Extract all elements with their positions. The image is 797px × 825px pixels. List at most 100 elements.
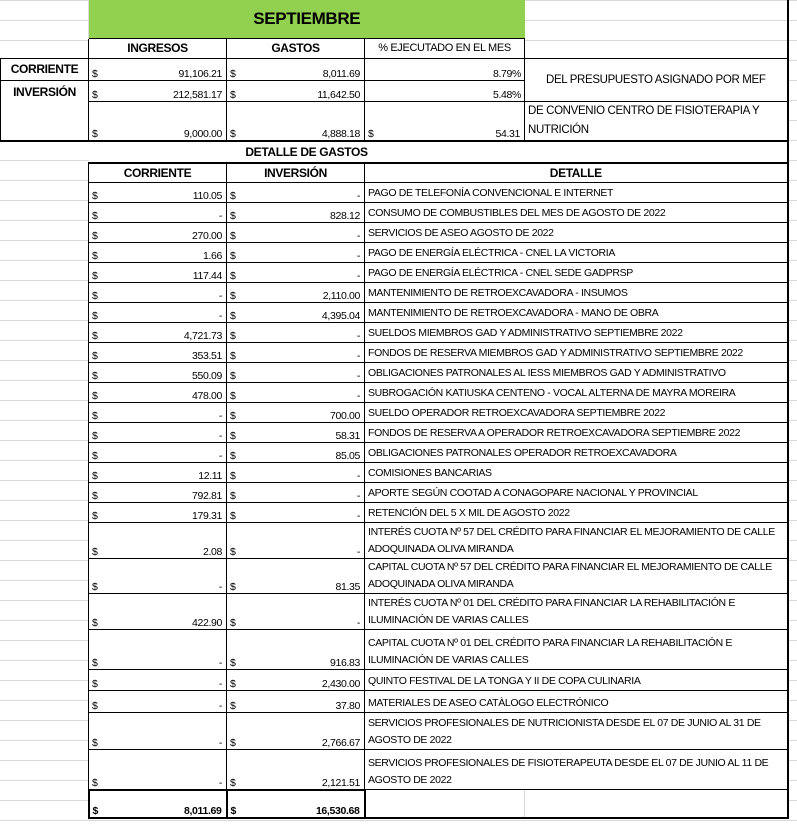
detail-description: SUELDOS MIEMBROS GAD Y ADMINISTRATIVO SE… — [364, 322, 789, 343]
detail-description: PAGO DE ENERGÍA ELÉCTRICA - CNEL SEDE GA… — [364, 262, 789, 283]
money-value: $ - — [230, 510, 361, 522]
row-label-corriente: CORRIENTE — [0, 57, 89, 81]
money-value: $ - — [230, 250, 361, 262]
detail-inversion: $ - — [226, 322, 365, 343]
amount: 58.31 — [335, 430, 360, 442]
inversion-ingresos: $212,581.17 — [88, 79, 227, 102]
currency-symbol: $ — [92, 230, 98, 242]
currency-symbol: $ — [92, 127, 98, 140]
money-value: $ - — [230, 190, 361, 202]
detail-inversion: $ - — [226, 222, 365, 243]
currency-symbol: $ — [92, 700, 98, 712]
currency-symbol: $ — [92, 776, 98, 789]
money-value: $478.00 — [92, 390, 223, 402]
inversion-gastos: $11,642.50 — [226, 79, 365, 102]
convenio-gastos: $4,888.18 — [226, 100, 365, 141]
money-value: $2.08 — [92, 546, 223, 558]
currency-symbol: $ — [230, 190, 236, 202]
empty-cell — [524, 789, 789, 819]
detail-description: MATERIALES DE ASEO CATÀLOGO ELECTRÓNICO — [364, 690, 789, 713]
detail-row: $1.66 $ - PAGO DE ENERGÍA ELÉCTRICA - CNEL … — [1, 242, 789, 263]
money-value: $270.00 — [92, 230, 223, 242]
currency-symbol: $ — [92, 657, 98, 669]
money-value: $ - — [92, 310, 223, 322]
detail-row: $110.05 $ - PAGO DE TELEFONÍA CONVENCIONAL … — [1, 182, 789, 203]
detail-description: OBLIGACIONES PATRONALES AL IESS MIEMBROS… — [364, 362, 789, 383]
amount: - — [218, 581, 223, 593]
total-inversion: $16,530.68 — [225, 788, 366, 819]
amount: 2,121.51 — [321, 776, 360, 789]
money-value: $ - — [92, 430, 223, 442]
amount: 179.31 — [191, 510, 222, 522]
amount: - — [356, 510, 361, 522]
detail-corriente: $ - — [88, 629, 227, 670]
month-title: SEPTIEMBRE — [88, 0, 525, 38]
detail-corriente: $ - — [88, 282, 227, 303]
detail-corriente: $550.09 — [88, 362, 227, 383]
detail-inversion: $81.35 — [226, 558, 365, 594]
detail-inversion: $916.83 — [226, 629, 365, 670]
corriente-gastos: $8,011.69 — [226, 57, 365, 81]
currency-symbol: $ — [92, 330, 98, 342]
currency-symbol: $ — [92, 370, 98, 382]
currency-symbol: $ — [230, 330, 236, 342]
empty-cell — [524, 139, 789, 163]
money-value: $ - — [92, 737, 223, 749]
currency-symbol: $ — [92, 350, 98, 362]
amount: - — [218, 678, 223, 690]
amount: 212,581.17 — [172, 88, 222, 101]
detail-description: INTERÉS CUOTA Nº 57 DEL CRÉDITO PARA FIN… — [364, 522, 789, 559]
detail-inversion: $ - — [226, 522, 365, 559]
empty-cell — [1, 403, 89, 423]
currency-symbol: $ — [92, 470, 98, 482]
currency-symbol: $ — [92, 190, 98, 202]
detail-corriente: $ - — [88, 690, 227, 713]
currency-symbol: $ — [92, 450, 98, 462]
money-value: $ - — [92, 450, 223, 462]
amount: - — [218, 410, 223, 422]
detail-row: $ - $2,110.00 MANTENIMIENTO DE RETROEXCAVAD… — [1, 282, 789, 303]
money-value: $8,011.69 — [93, 805, 223, 816]
money-value: $2,766.67 — [230, 737, 361, 749]
empty-cell — [1, 363, 89, 383]
currency-symbol: $ — [92, 430, 98, 442]
currency-symbol: $ — [230, 350, 236, 362]
empty-cell — [524, 38, 789, 58]
money-value: $58.31 — [230, 430, 361, 442]
totals-row: $8,011.69 $16,530.68 — [1, 788, 789, 819]
empty-cell — [1, 713, 89, 750]
header-ejecutado: % EJECUTADO EN EL MES — [364, 37, 525, 59]
amount: - — [356, 390, 361, 402]
detail-inversion: $2,766.67 — [226, 712, 365, 750]
currency-symbol: $ — [92, 270, 98, 282]
currency-symbol: $ — [230, 390, 236, 402]
currency-symbol: $ — [230, 450, 236, 462]
detail-description: COMISIONES BANCARIAS — [364, 462, 789, 483]
currency-symbol: $ — [230, 410, 236, 422]
detail-inversion: $2,110.00 — [226, 282, 365, 303]
amount: - — [218, 737, 223, 749]
amount: - — [356, 270, 361, 282]
currency-symbol: $ — [230, 67, 236, 80]
empty-cell — [1, 243, 89, 263]
detail-row: $ - $85.05 OBLIGACIONES PATRONALES OPERADOR… — [1, 442, 789, 463]
currency-symbol: $ — [230, 581, 236, 593]
currency-symbol: $ — [230, 270, 236, 282]
amount: 353.51 — [191, 350, 222, 362]
currency-symbol: $ — [230, 490, 236, 502]
money-value: $ - — [92, 657, 223, 669]
detail-inversion: $ - — [226, 362, 365, 383]
currency-symbol: $ — [230, 88, 236, 101]
empty-cell — [1, 483, 89, 503]
money-value: $828.12 — [230, 210, 361, 222]
detail-corriente: $ - — [88, 558, 227, 594]
detail-corriente: $ - — [88, 202, 227, 223]
amount: - — [356, 470, 361, 482]
currency-symbol: $ — [92, 210, 98, 222]
detail-row: $12.11 $ - COMISIONES BANCARIAS — [1, 462, 789, 483]
currency-symbol: $ — [230, 510, 236, 522]
detail-corriente: $ - — [88, 669, 227, 691]
currency-symbol: $ — [92, 310, 98, 322]
money-value: $1.66 — [92, 250, 223, 262]
corriente-ejecutado: 8.79% — [364, 57, 525, 81]
